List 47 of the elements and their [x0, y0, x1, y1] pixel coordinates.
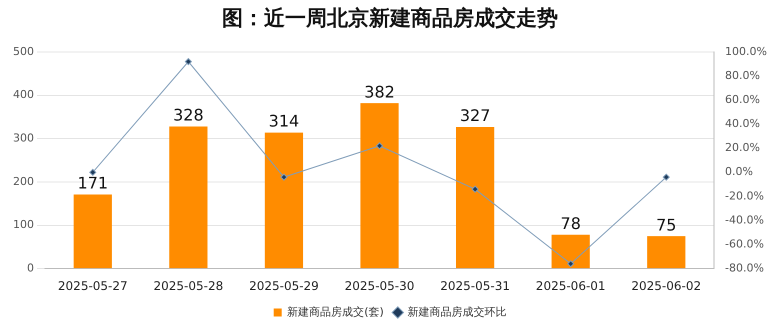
data-label: 314 [268, 112, 300, 131]
data-label: 78 [560, 214, 581, 233]
point [472, 186, 479, 193]
y2-tick-label: -40.0% [725, 213, 764, 226]
x-tick-label: 2025-05-29 [249, 278, 319, 293]
bar [169, 126, 208, 268]
y2-tick-label: 100.0% [725, 44, 768, 58]
bar [456, 126, 494, 268]
x-tick-label: 2025-06-01 [536, 278, 606, 293]
bar [647, 236, 686, 268]
y2-tick-label: -60.0% [725, 237, 764, 250]
y-tick-label: 100 [12, 218, 34, 232]
bar [360, 103, 399, 268]
y-tick-label: 200 [12, 174, 34, 188]
point [184, 58, 192, 66]
bar [74, 194, 112, 268]
y2-tick-label: 40.0% [725, 117, 760, 130]
point [567, 260, 574, 268]
data-label: 328 [173, 106, 204, 125]
y2-tick-label: 0.0% [725, 165, 754, 178]
x-tick-label: 2025-05-30 [344, 278, 414, 293]
legend-label: 新建商品房成交环比 [407, 305, 506, 318]
data-label: 75 [656, 215, 676, 234]
y2-tick-label: -20.0% [725, 189, 764, 202]
bar [552, 234, 590, 268]
data-label: 382 [364, 82, 395, 102]
y2-tick-label: -80.0% [725, 261, 764, 274]
x-tick-label: 2025-06-02 [631, 278, 702, 293]
y-tick-label: 300 [12, 132, 34, 144]
y-tick-label: 0 [26, 261, 34, 274]
y-tick-label: 400 [12, 88, 34, 102]
chart-title: 图：近一周北京新建商品房成交走势 [221, 5, 559, 32]
legend-label: 新建商品房成交(套) [287, 305, 384, 318]
bar [264, 132, 304, 268]
data-label: 327 [460, 106, 490, 126]
y2-tick-label: 80.0% [725, 68, 760, 82]
point [280, 174, 288, 181]
x-tick-label: 2025-05-28 [153, 278, 224, 293]
data-label: 171 [78, 174, 108, 193]
y2-tick-label: 20.0% [725, 141, 760, 154]
x-tick-label: 2025-05-31 [440, 278, 510, 293]
y2-tick-label: 60.0% [725, 92, 760, 106]
point [376, 142, 384, 150]
point [89, 168, 96, 176]
point [662, 174, 670, 181]
x-tick-label: 2025-05-27 [58, 278, 128, 293]
y-tick-label: 500 [12, 44, 34, 58]
